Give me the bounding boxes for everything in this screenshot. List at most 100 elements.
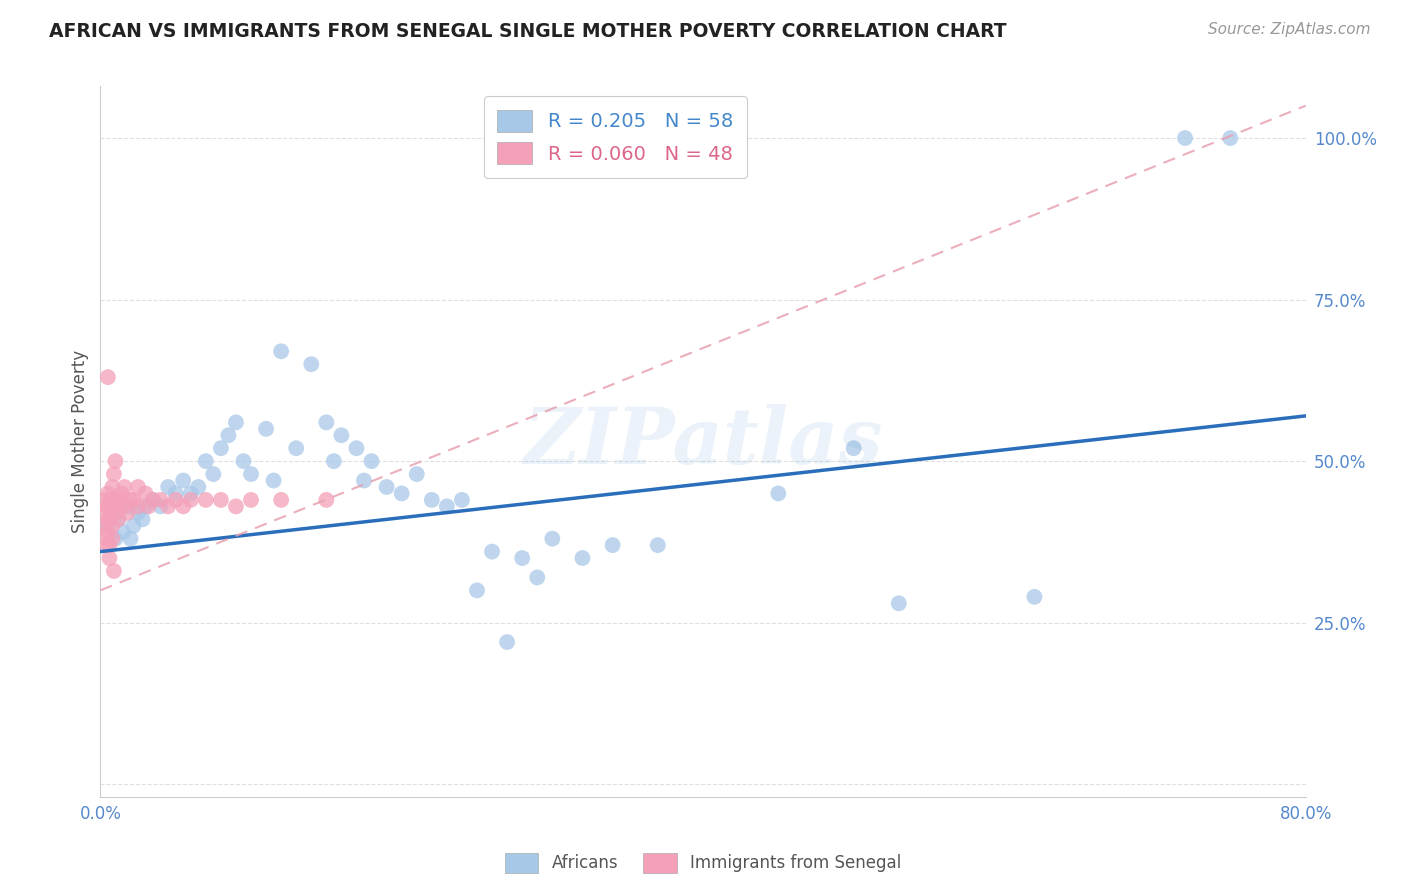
Point — [240, 467, 263, 481]
Point — [194, 492, 217, 507]
Point — [240, 492, 263, 507]
Point — [103, 467, 125, 481]
Point — [94, 518, 117, 533]
Point — [138, 500, 160, 514]
Point — [496, 635, 519, 649]
Point — [120, 532, 142, 546]
Text: ZIPatlas: ZIPatlas — [523, 403, 883, 480]
Point — [100, 492, 122, 507]
Point — [101, 480, 124, 494]
Point — [330, 428, 353, 442]
Point — [315, 416, 337, 430]
Point — [180, 486, 202, 500]
Point — [225, 416, 247, 430]
Point — [101, 532, 124, 546]
Point — [322, 454, 344, 468]
Point — [526, 570, 548, 584]
Point — [94, 492, 117, 507]
Point — [149, 492, 172, 507]
Point — [436, 500, 458, 514]
Point — [98, 551, 121, 566]
Point — [96, 500, 118, 514]
Point — [98, 538, 121, 552]
Point — [541, 532, 564, 546]
Point — [420, 492, 443, 507]
Point — [842, 441, 865, 455]
Point — [107, 500, 129, 514]
Point — [149, 500, 172, 514]
Legend: Africans, Immigrants from Senegal: Africans, Immigrants from Senegal — [498, 847, 908, 880]
Point — [315, 492, 337, 507]
Point — [104, 506, 127, 520]
Point — [647, 538, 669, 552]
Point — [97, 518, 120, 533]
Point — [616, 131, 638, 145]
Point — [120, 492, 142, 507]
Point — [108, 492, 131, 507]
Point — [111, 500, 134, 514]
Point — [405, 467, 427, 481]
Point — [270, 344, 292, 359]
Point — [97, 500, 120, 514]
Point — [1174, 131, 1197, 145]
Point — [135, 500, 157, 514]
Point — [127, 506, 149, 520]
Point — [172, 500, 194, 514]
Point — [104, 532, 127, 546]
Point — [375, 480, 398, 494]
Point — [97, 512, 120, 526]
Point — [194, 454, 217, 468]
Y-axis label: Single Mother Poverty: Single Mother Poverty — [72, 351, 89, 533]
Point — [142, 492, 165, 507]
Point — [107, 512, 129, 526]
Point — [96, 538, 118, 552]
Point — [887, 596, 910, 610]
Point — [157, 500, 180, 514]
Point — [157, 480, 180, 494]
Point — [1024, 590, 1046, 604]
Point — [127, 500, 149, 514]
Point — [172, 474, 194, 488]
Point — [117, 500, 139, 514]
Point — [104, 492, 127, 507]
Point — [104, 454, 127, 468]
Point — [127, 480, 149, 494]
Point — [571, 551, 593, 566]
Point — [131, 512, 153, 526]
Point — [391, 486, 413, 500]
Point — [97, 525, 120, 540]
Point — [165, 486, 187, 500]
Point — [122, 492, 145, 507]
Point — [602, 538, 624, 552]
Text: AFRICAN VS IMMIGRANTS FROM SENEGAL SINGLE MOTHER POVERTY CORRELATION CHART: AFRICAN VS IMMIGRANTS FROM SENEGAL SINGL… — [49, 22, 1007, 41]
Point — [225, 500, 247, 514]
Point — [101, 518, 124, 533]
Point — [122, 518, 145, 533]
Point — [510, 551, 533, 566]
Legend: R = 0.205   N = 58, R = 0.060   N = 48: R = 0.205 N = 58, R = 0.060 N = 48 — [484, 96, 747, 178]
Point — [768, 486, 790, 500]
Point — [180, 492, 202, 507]
Point — [232, 454, 254, 468]
Point — [270, 492, 292, 507]
Point — [263, 474, 285, 488]
Point — [360, 454, 382, 468]
Point — [187, 480, 209, 494]
Point — [209, 492, 232, 507]
Point — [285, 441, 308, 455]
Point — [165, 492, 187, 507]
Text: Source: ZipAtlas.com: Source: ZipAtlas.com — [1208, 22, 1371, 37]
Point — [465, 583, 488, 598]
Point — [117, 506, 139, 520]
Point — [93, 506, 115, 520]
Point — [107, 512, 129, 526]
Point — [110, 486, 132, 500]
Point — [353, 474, 375, 488]
Point — [96, 532, 118, 546]
Point — [481, 544, 503, 558]
Point — [100, 506, 122, 520]
Point — [1219, 131, 1241, 145]
Point — [97, 486, 120, 500]
Point — [254, 422, 277, 436]
Point — [346, 441, 368, 455]
